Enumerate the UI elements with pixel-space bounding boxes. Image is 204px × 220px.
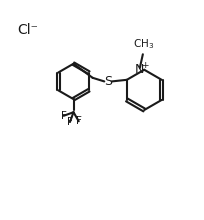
Text: F: F [61, 111, 67, 121]
Text: S: S [104, 75, 112, 88]
Text: CH$_3$: CH$_3$ [133, 37, 154, 51]
Text: N: N [135, 63, 144, 76]
Text: Cl⁻: Cl⁻ [18, 24, 39, 37]
Text: +: + [141, 61, 148, 70]
Text: F: F [67, 117, 73, 127]
Text: F: F [76, 116, 82, 126]
